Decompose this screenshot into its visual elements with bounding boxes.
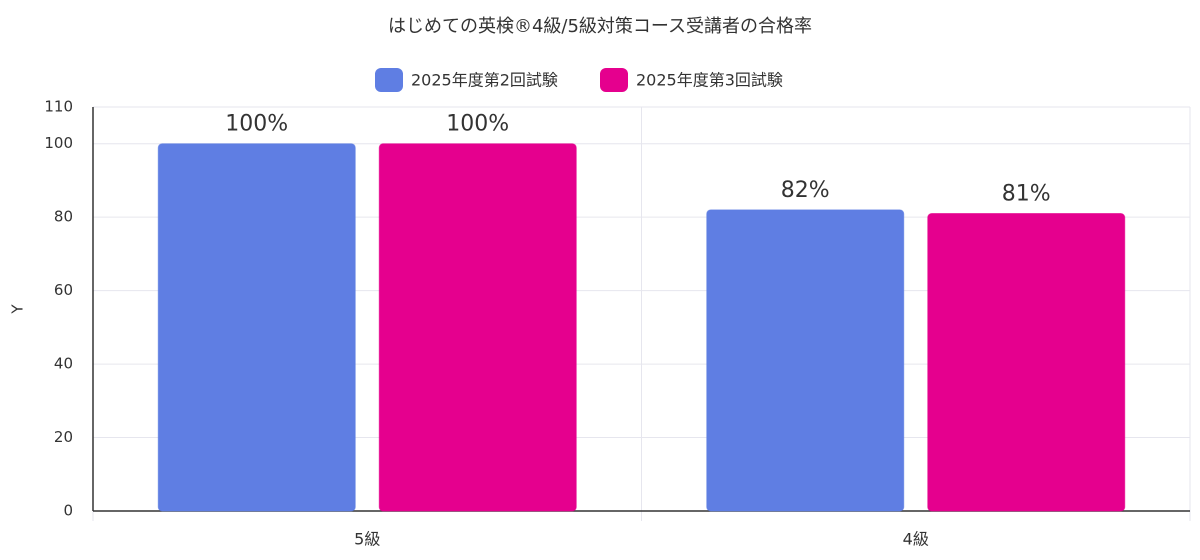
bar — [706, 209, 905, 512]
x-tick-label: 5級 — [354, 530, 380, 549]
chart-title: はじめての英検®4級/5級対策コース受講者の合格率 — [388, 16, 812, 37]
legend-label[interactable]: 2025年度第3回試験 — [636, 71, 783, 90]
y-tick-label: 100 — [44, 134, 73, 152]
bar — [157, 143, 356, 512]
value-label: 81% — [1002, 182, 1051, 207]
value-label: 100% — [446, 112, 509, 137]
y-tick-label: 0 — [63, 502, 73, 520]
legend-swatch[interactable] — [600, 68, 628, 92]
y-tick-label: 110 — [44, 98, 73, 116]
value-label: 100% — [225, 112, 288, 137]
x-tick-label: 4級 — [903, 530, 929, 549]
value-label: 82% — [781, 178, 830, 203]
bar — [927, 213, 1126, 512]
y-axis-label: Y — [9, 304, 27, 315]
legend-swatch[interactable] — [375, 68, 403, 92]
y-tick-label: 20 — [54, 428, 73, 446]
y-tick-label: 40 — [54, 355, 73, 373]
y-tick-label: 80 — [54, 208, 73, 226]
legend-label[interactable]: 2025年度第2回試験 — [411, 71, 558, 90]
y-tick-label: 60 — [54, 281, 73, 299]
bar — [378, 143, 577, 512]
